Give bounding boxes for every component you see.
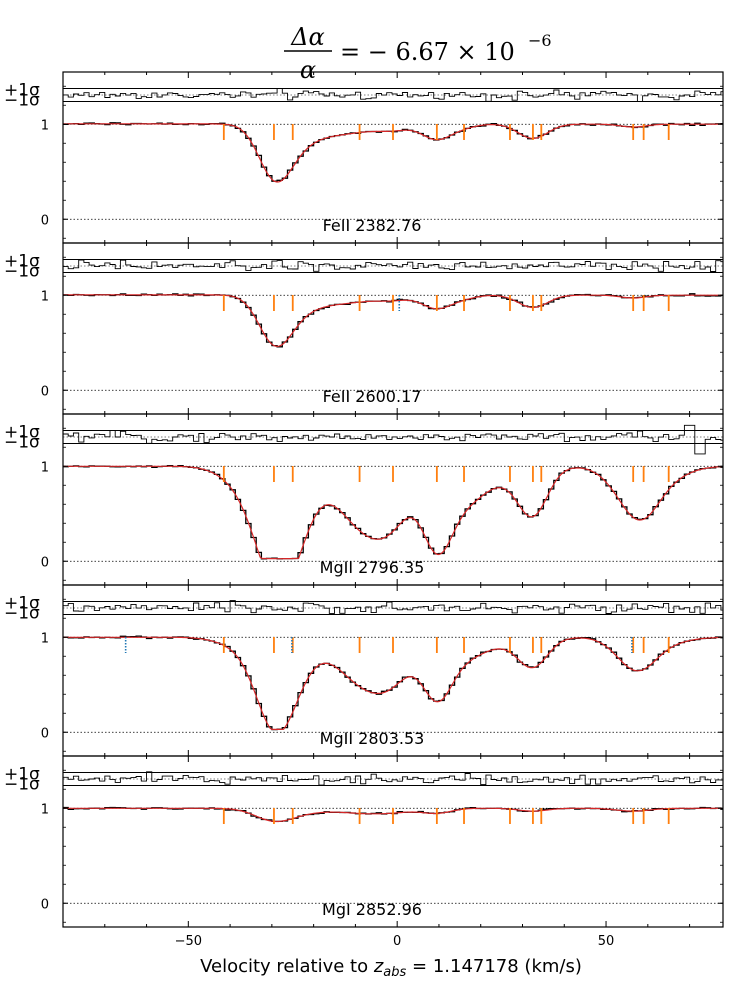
- residual-label-plus: +1σ: [4, 423, 40, 443]
- x-tick-label-0: −50: [175, 934, 202, 949]
- residual-trace: [63, 259, 723, 272]
- x-tick-label-1: 0: [393, 934, 401, 949]
- residual-label-plus: +1σ: [4, 81, 40, 101]
- flux-data-trace: [63, 635, 723, 731]
- title-exponent: −6: [528, 31, 552, 50]
- panel-label: FeII 2382.76: [323, 216, 422, 235]
- panel-label: FeII 2600.17: [323, 387, 422, 406]
- residual-label-plus: +1σ: [4, 594, 40, 614]
- y-tick-label-1: 1: [41, 802, 49, 817]
- y-tick-label-1: 1: [41, 631, 49, 646]
- y-tick-label-1: 1: [41, 460, 49, 475]
- panel-label: MgII 2803.53: [320, 729, 425, 748]
- residual-label-minus: −1σ: [4, 433, 40, 453]
- flux-data-trace: [63, 293, 723, 348]
- x-axis-label-zsub: abs: [383, 965, 406, 980]
- title-rhs: = − 6.67 × 10: [340, 38, 515, 66]
- x-tick-label-2: 50: [598, 934, 615, 949]
- y-tick-label-1: 1: [41, 118, 49, 133]
- model-fit-curve: [63, 465, 722, 560]
- spectrum-panel-5: 0 1 +1σ−1σ MgI 2852.96: [4, 755, 724, 928]
- panel-frame: [62, 755, 724, 928]
- residual-trace: [63, 424, 723, 455]
- residual-label-minus: −1σ: [4, 775, 40, 795]
- y-tick-label-0: 0: [41, 384, 49, 399]
- y-tick-label-0: 0: [41, 213, 49, 228]
- residual-trace: [63, 88, 723, 102]
- x-axis-label: Velocity relative to zabs = 1.147178 (km…: [200, 956, 582, 980]
- panel-label: MgI 2852.96: [322, 900, 422, 919]
- residual-label-plus: +1σ: [4, 765, 40, 785]
- spectrum-panel-3: 0 1 +1σ−1σ MgII 2796.35: [4, 413, 724, 586]
- y-tick-label-1: 1: [41, 289, 49, 304]
- title-numerator: Δα: [290, 23, 325, 51]
- x-axis-label-z: z: [373, 956, 384, 977]
- flux-data-trace: [63, 806, 723, 823]
- x-axis-label-suffix: = 1.147178 (km/s): [406, 956, 582, 977]
- x-axis-label-prefix: Velocity relative to: [200, 956, 374, 977]
- flux-data-trace: [63, 464, 723, 560]
- spectrum-panel-2: 0 1 +1σ−1σ FeII 2600.17: [4, 242, 724, 415]
- spectrum-panel-1: 0 1 +1σ−1σ FeII 2382.76: [4, 71, 724, 244]
- x-axis-tick-labels: −50 0 50: [175, 934, 615, 949]
- y-tick-label-0: 0: [41, 726, 49, 741]
- residual-label-minus: −1σ: [4, 262, 40, 282]
- residual-trace: [63, 600, 723, 614]
- chart-title: Δα α = − 6.67 × 10 −6: [284, 23, 552, 84]
- panel-label: MgII 2796.35: [320, 558, 425, 577]
- residual-label-minus: −1σ: [4, 604, 40, 624]
- y-tick-label-0: 0: [41, 555, 49, 570]
- spectrum-panel-4: 0 1 +1σ−1σ MgII 2803.53: [4, 584, 724, 757]
- residual-trace: [63, 771, 723, 786]
- title-denominator: α: [300, 56, 316, 84]
- y-tick-label-0: 0: [41, 897, 49, 912]
- model-fit-curve: [63, 636, 722, 730]
- residual-label-minus: −1σ: [4, 91, 40, 111]
- residual-label-plus: +1σ: [4, 252, 40, 272]
